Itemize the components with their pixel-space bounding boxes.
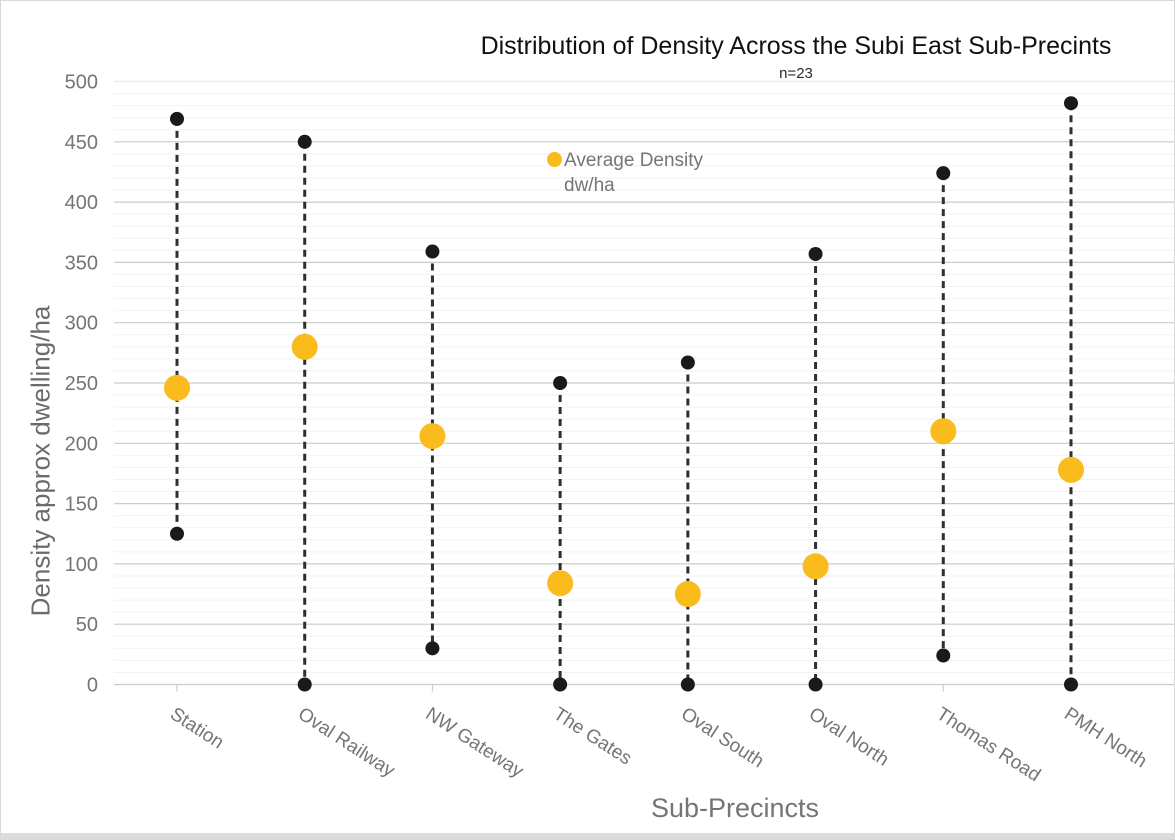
max-dot (808, 246, 823, 261)
y-tick-label: 100 (65, 554, 98, 576)
y-tick-label: 200 (65, 433, 98, 455)
max-dot (680, 355, 695, 370)
average-dot (802, 553, 829, 580)
category-label: Station (166, 704, 227, 754)
category-label: Oval North (805, 704, 893, 771)
max-dot (553, 376, 568, 390)
legend-label-line2: dw/ha (564, 175, 615, 196)
y-tick-label: 50 (76, 614, 98, 636)
min-dot (170, 526, 184, 541)
x-axis-title: Sub-Precincts (650, 793, 820, 823)
min-dot (680, 677, 695, 692)
y-tick-label: 450 (65, 132, 98, 154)
average-dot (419, 423, 446, 450)
min-dot (1063, 677, 1078, 692)
min-dot (553, 677, 568, 692)
chart-title: Distribution of Density Across the Subi … (480, 32, 1112, 60)
bottom-edge-bar (1, 833, 1174, 839)
max-dot (297, 134, 312, 149)
category-label: Oval Railway (294, 704, 399, 782)
average-dot (164, 374, 190, 401)
legend-label: Average Density dw/ha (564, 148, 703, 198)
average-dot (1057, 456, 1084, 483)
y-tick-label: 300 (65, 313, 98, 335)
average-dot (291, 333, 318, 360)
average-dot (930, 418, 957, 445)
average-dot (674, 581, 701, 608)
category-label: Thomas Road (933, 704, 1045, 787)
min-dot (297, 677, 312, 692)
min-dot (808, 677, 823, 692)
legend: Average Density dw/ha (547, 148, 703, 198)
chart-subtitle: n=23 (779, 65, 813, 82)
y-tick-label: 250 (65, 373, 98, 395)
max-dot (936, 166, 951, 181)
max-dot (170, 111, 184, 126)
y-tick-label: 400 (65, 192, 98, 214)
y-tick-label: 0 (87, 675, 98, 697)
legend-label-line1: Average Density (564, 150, 704, 171)
y-tick-label: 150 (65, 494, 98, 516)
y-axis-title: Density approx dwelling/ha (25, 305, 56, 617)
y-tick-label: 350 (65, 252, 98, 274)
category-label: The Gates (549, 704, 635, 770)
max-dot (425, 244, 440, 259)
average-dot (547, 570, 574, 597)
y-tick-label: 500 (65, 72, 98, 94)
category-label: Oval South (677, 704, 767, 773)
max-dot (1063, 96, 1078, 111)
min-dot (425, 641, 440, 656)
average-density-legend-marker-icon (547, 152, 562, 167)
category-label: PMH North (1060, 704, 1150, 773)
min-dot (936, 648, 951, 663)
category-label: NW Gateway (422, 704, 528, 783)
